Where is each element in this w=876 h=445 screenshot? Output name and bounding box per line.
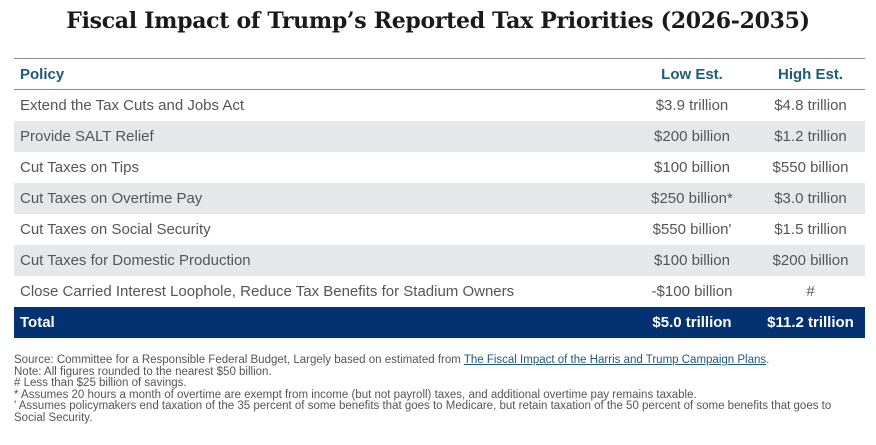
prime-footnote: ' Assumes policymakers end taxation of t… (14, 400, 832, 424)
policy-cell: Cut Taxes on Overtime Pay (14, 183, 628, 214)
policy-cell: Close Carried Interest Loophole, Reduce … (20, 283, 515, 300)
rounding-note: Note: All figures rounded to the nearest… (14, 365, 272, 378)
asterisk-footnote: * Assumes 20 hours a month of overtime a… (14, 388, 697, 401)
high-est-cell: $1.5 trillion (774, 221, 847, 238)
low-est-cell: $200 billion (628, 121, 756, 152)
policy-cell: Cut Taxes on Tips (20, 159, 139, 176)
low-est-cell: -$100 billion (651, 283, 733, 300)
high-est-cell: # (806, 283, 815, 300)
footnotes: Source: Committee for a Responsible Fede… (14, 354, 864, 424)
tax-priorities-table: Policy Low Est. High Est. Extend the Tax… (14, 58, 865, 338)
table-row: Cut Taxes for Domestic Production $100 b… (14, 245, 865, 276)
total-label: Total (14, 307, 628, 338)
high-est-cell: $200 billion (756, 245, 865, 276)
table-row: Cut Taxes on Tips $100 billion $550 bill… (14, 152, 865, 183)
table-row: Provide SALT Relief $200 billion $1.2 tr… (14, 121, 865, 152)
table-header-row: Policy Low Est. High Est. (14, 58, 865, 90)
source-suffix: . (766, 354, 770, 366)
table-row: Cut Taxes on Social Security $550 billio… (14, 214, 865, 245)
low-est-cell: $250 billion* (628, 183, 756, 214)
header-low-est: Low Est. (661, 65, 723, 83)
header-high-est: High Est. (777, 65, 843, 83)
page-title: Fiscal Impact of Trump’s Reported Tax Pr… (66, 8, 810, 34)
low-est-cell: $100 billion (628, 245, 756, 276)
table-row: Close Carried Interest Loophole, Reduce … (14, 276, 865, 307)
hash-footnote: # Less than $25 billion of savings. (14, 377, 187, 389)
policy-cell: Cut Taxes for Domestic Production (14, 245, 628, 276)
policy-cell: Extend the Tax Cuts and Jobs Act (20, 97, 245, 114)
low-est-cell: $550 billion' (652, 221, 732, 238)
source-text: Source: Committee for a Responsible Fede… (14, 354, 464, 366)
total-high-est: $11.2 trillion (756, 307, 865, 338)
high-est-cell: $3.0 trillion (756, 183, 865, 214)
source-link[interactable]: The Fiscal Impact of the Harris and Trum… (463, 354, 767, 366)
policy-cell: Provide SALT Relief (14, 121, 628, 152)
header-policy: Policy (20, 65, 65, 83)
low-est-cell: $100 billion (654, 159, 730, 176)
total-row: Total $5.0 trillion $11.2 trillion (14, 307, 865, 338)
high-est-cell: $4.8 trillion (774, 97, 847, 114)
total-low-est: $5.0 trillion (628, 307, 756, 338)
table-row: Extend the Tax Cuts and Jobs Act $3.9 tr… (14, 90, 865, 122)
high-est-cell: $550 billion (772, 159, 849, 176)
table-row: Cut Taxes on Overtime Pay $250 billion* … (14, 183, 865, 214)
low-est-cell: $3.9 trillion (655, 97, 729, 114)
policy-cell: Cut Taxes on Social Security (20, 221, 211, 238)
source-note: Source: Committee for a Responsible Fede… (14, 354, 864, 367)
high-est-cell: $1.2 trillion (756, 121, 865, 152)
